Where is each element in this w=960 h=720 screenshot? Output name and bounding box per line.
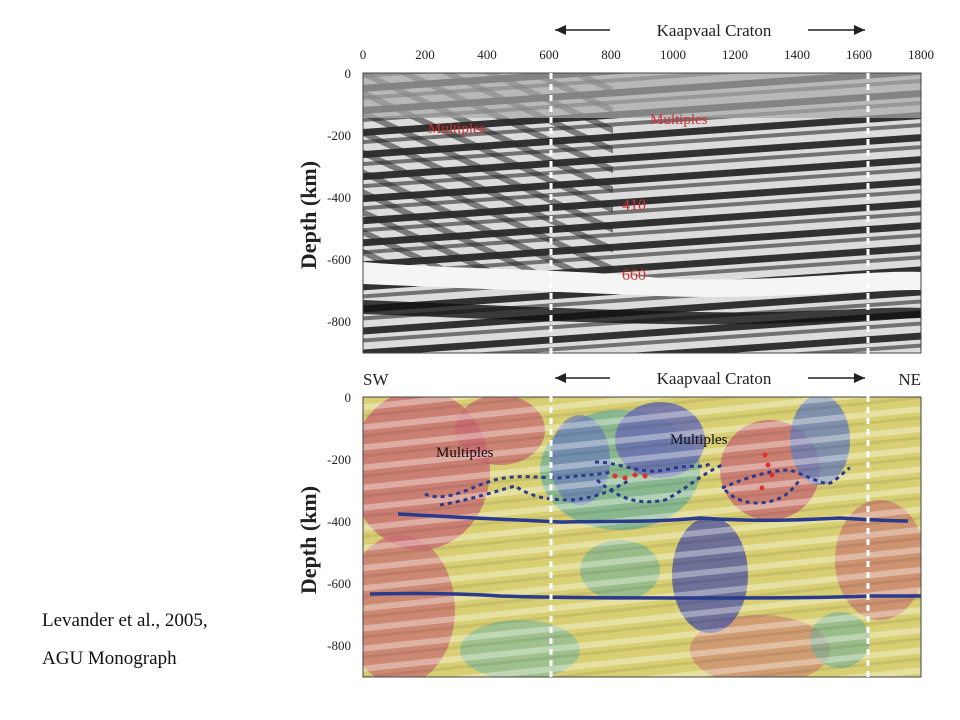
bottom-panel: SW NE Kaapvaal Craton 0 -200 -400 -600 -… xyxy=(296,369,922,680)
y-tick-label: -800 xyxy=(327,638,351,653)
annotation-multiples: Multiples xyxy=(670,432,728,448)
top-seismic-image xyxy=(363,73,921,353)
y-tick-label: -600 xyxy=(327,576,351,591)
x-tick-label: 600 xyxy=(539,47,559,62)
direction-ne-label: NE xyxy=(898,370,921,389)
x-tick-label: 400 xyxy=(477,47,497,62)
direction-sw-label: SW xyxy=(363,370,389,389)
citation-line-1: Levander et al., 2005, xyxy=(42,610,208,631)
interface-410-line xyxy=(397,512,909,524)
x-tick-label: 1400 xyxy=(784,47,810,62)
top-x-axis: 0 200 400 600 800 1000 1200 1400 1600 18… xyxy=(360,47,934,62)
x-tick-label: 1600 xyxy=(846,47,872,62)
red-dots xyxy=(612,452,775,491)
annotation-multiples: Multiples xyxy=(436,445,494,461)
x-tick-label: 800 xyxy=(601,47,621,62)
top-panel: 0 200 400 600 800 1000 1200 1400 1600 18… xyxy=(296,21,934,358)
x-tick-label: 1200 xyxy=(722,47,748,62)
y-tick-label: -400 xyxy=(327,190,351,205)
bottom-region-label: Kaapvaal Craton xyxy=(555,369,865,388)
y-tick-label: -200 xyxy=(327,128,351,143)
y-tick-label: -200 xyxy=(327,452,351,467)
top-region-label: Kaapvaal Craton xyxy=(555,21,865,40)
region-label: Kaapvaal Craton xyxy=(657,21,772,40)
annotation-multiples: Multiples xyxy=(650,112,708,128)
top-y-axis: 0 -200 -400 -600 -800 xyxy=(327,66,351,329)
citation-line-2: AGU Monograph xyxy=(42,648,177,669)
interface-660-line xyxy=(369,591,921,600)
x-tick-label: 1800 xyxy=(908,47,934,62)
y-tick-label: 0 xyxy=(345,66,352,81)
x-tick-label: 0 xyxy=(360,47,367,62)
annotation-410: 410 xyxy=(622,197,646,214)
region-label: Kaapvaal Craton xyxy=(657,369,772,388)
y-tick-label: -400 xyxy=(327,514,351,529)
y-axis-label: Depth (km) xyxy=(296,486,321,594)
y-tick-label: -800 xyxy=(327,314,351,329)
bottom-frame xyxy=(362,396,922,678)
y-tick-label: 0 xyxy=(345,390,352,405)
x-tick-label: 1000 xyxy=(660,47,686,62)
x-tick-label: 200 xyxy=(415,47,435,62)
structure-outlines xyxy=(424,460,851,507)
y-axis-label: Depth (km) xyxy=(296,161,321,269)
bottom-y-axis: 0 -200 -400 -600 -800 xyxy=(327,390,351,653)
top-frame xyxy=(362,72,922,354)
y-tick-label: -600 xyxy=(327,252,351,267)
annotation-660: 660 xyxy=(622,267,646,284)
annotation-multiples: Multiples xyxy=(428,121,486,137)
bottom-velocity-image xyxy=(363,397,921,677)
